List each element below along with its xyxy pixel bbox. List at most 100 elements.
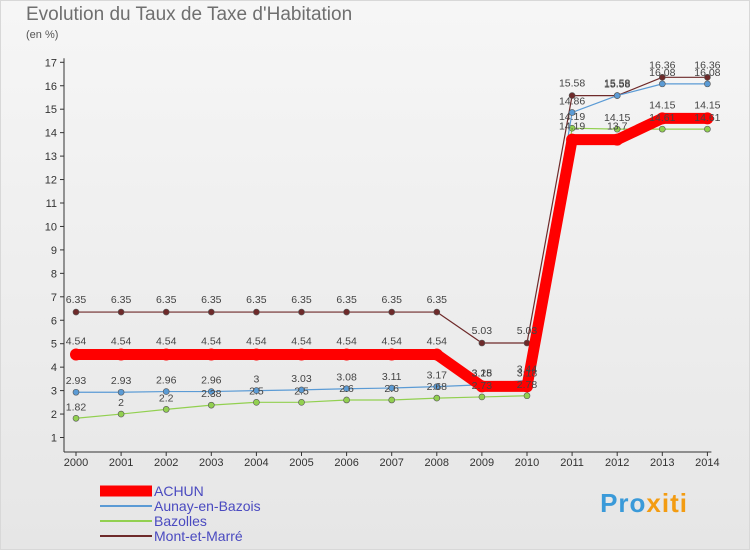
legend-swatch-achun: [100, 485, 152, 497]
data-label-aunay-en-bazois: 3.03: [291, 373, 312, 385]
data-point-achun: [701, 112, 714, 125]
data-point-aunay-en-bazois: [253, 387, 260, 394]
data-point-achun: [521, 380, 533, 393]
data-label-bazolles: 2.5: [294, 385, 309, 397]
data-label-bazolles: 14.61: [649, 112, 675, 124]
data-point-mont-et-marr: [433, 308, 441, 316]
data-point-mont-et-marr: [658, 74, 666, 81]
x-tick-label: 2013: [650, 457, 674, 469]
data-point-bazolles: [298, 399, 305, 406]
data-point-aunay-en-bazois: [658, 80, 666, 88]
data-point-bazolles: [208, 401, 215, 409]
chart-title: Evolution du Taux de Taxe d'Habitation: [26, 4, 353, 25]
data-label-mont-et-marr: 5.03: [517, 325, 538, 337]
data-point-achun: [430, 348, 443, 361]
y-tick-label: 12: [45, 175, 57, 187]
data-label-achun: 13.7: [607, 121, 628, 133]
data-label-aunay-en-bazois: 3.25: [472, 368, 493, 380]
data-label-bazolles: 2.78: [517, 379, 538, 391]
unit-label: (en %): [26, 29, 59, 41]
data-label-bazolles: 2.6: [339, 383, 354, 395]
data-label-achun: 4.54: [201, 335, 222, 347]
y-tick-label: 2: [51, 409, 57, 421]
data-label-aunay-en-bazois: 2.93: [111, 375, 132, 387]
data-point-bazolles: [523, 392, 531, 400]
data-label-mont-et-marr: 6.35: [111, 294, 132, 306]
data-point-bazolles: [704, 125, 711, 133]
data-label-aunay-en-bazois: 16.08: [694, 67, 720, 79]
data-label-achun: 14.15: [694, 99, 720, 111]
x-tick-label: 2011: [560, 457, 584, 469]
data-point-mont-et-marr: [208, 308, 215, 316]
data-point-achun: [340, 348, 353, 361]
data-label-bazolles: 2.38: [201, 388, 222, 400]
x-tick-label: 2010: [515, 457, 539, 469]
data-point-achun: [566, 133, 579, 146]
data-point-bazolles: [388, 396, 396, 404]
x-tick-label: 2008: [425, 457, 449, 469]
data-label-mont-et-marr: 5.03: [472, 325, 493, 337]
x-tick-label: 2005: [289, 457, 313, 469]
data-point-mont-et-marr: [72, 308, 80, 316]
data-point-mont-et-marr: [343, 308, 350, 316]
data-point-aunay-en-bazois: [162, 388, 170, 395]
data-label-mont-et-marr: 6.35: [156, 294, 177, 306]
data-point-mont-et-marr: [568, 92, 576, 99]
brand-logo: Proxiti: [600, 488, 688, 519]
data-point-achun: [115, 348, 128, 361]
data-label-achun: 4.54: [246, 335, 267, 347]
data-label-bazolles: 1.82: [66, 401, 87, 413]
x-tick-label: 2003: [199, 457, 223, 469]
data-point-bazolles: [72, 414, 80, 422]
data-point-mont-et-marr: [117, 308, 125, 316]
legend-swatch-bazolles: [100, 520, 152, 522]
data-label-bazolles: 2.6: [384, 383, 399, 395]
data-point-aunay-en-bazois: [117, 388, 125, 396]
data-point-bazolles: [117, 410, 125, 418]
data-point-achun: [160, 348, 173, 361]
y-tick-label: 11: [46, 198, 57, 210]
y-tick-label: 7: [51, 292, 57, 304]
data-label-aunay-en-bazois: 3.17: [427, 370, 448, 382]
data-label-achun: 4.54: [427, 335, 448, 347]
x-tick-label: 2000: [64, 457, 88, 469]
data-point-achun: [656, 112, 669, 125]
data-point-achun: [295, 348, 308, 361]
data-point-aunay-en-bazois: [433, 383, 441, 390]
x-tick-label: 2002: [154, 457, 178, 469]
data-label-mont-et-marr: 6.35: [246, 294, 267, 306]
data-label-achun: 14.19: [559, 121, 585, 133]
data-label-mont-et-marr: 6.35: [381, 294, 402, 306]
data-point-aunay-en-bazois: [704, 80, 711, 88]
data-label-bazolles: 2.5: [249, 385, 264, 397]
data-label-aunay-en-bazois: 16.08: [649, 67, 675, 79]
y-tick-label: 3: [51, 386, 57, 398]
data-point-bazolles: [613, 125, 621, 133]
data-label-bazolles: 2.68: [427, 381, 448, 393]
x-tick-label: 2007: [379, 457, 403, 469]
data-label-bazolles: 2: [118, 397, 124, 409]
data-point-aunay-en-bazois: [298, 386, 305, 394]
data-label-mont-et-marr: 16.36: [649, 59, 675, 71]
data-label-mont-et-marr: 16.36: [694, 59, 720, 71]
y-tick-label: 8: [51, 268, 57, 280]
data-point-aunay-en-bazois: [72, 388, 80, 396]
data-label-bazolles: 2.2: [159, 392, 174, 404]
y-tick-label: 15: [45, 104, 57, 116]
data-point-achun: [70, 348, 82, 361]
data-point-mont-et-marr: [478, 339, 486, 347]
legend-swatch-mont-et-marre: [100, 535, 152, 537]
data-point-aunay-en-bazois: [568, 109, 576, 116]
data-label-achun: 4.54: [381, 335, 402, 347]
data-point-aunay-en-bazois: [388, 384, 396, 392]
x-tick-label: 2012: [605, 457, 629, 469]
data-point-aunay-en-bazois: [343, 385, 350, 393]
data-point-aunay-en-bazois: [208, 388, 215, 395]
data-label-bazolles: 14.19: [559, 111, 585, 123]
data-point-bazolles: [343, 396, 350, 404]
x-tick-label: 2009: [470, 457, 494, 469]
y-tick-label: 9: [51, 245, 57, 257]
data-label-achun: 4.54: [336, 335, 357, 347]
brand-logo-part2: xiti: [646, 488, 688, 518]
